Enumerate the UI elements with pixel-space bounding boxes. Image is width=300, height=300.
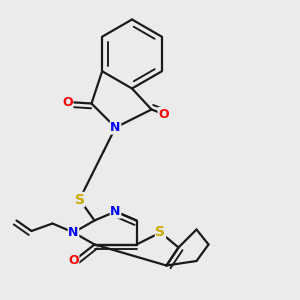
Text: O: O — [68, 254, 79, 268]
Text: O: O — [158, 107, 169, 121]
Text: N: N — [110, 121, 121, 134]
Text: S: S — [74, 193, 85, 206]
Text: N: N — [110, 205, 121, 218]
Text: S: S — [155, 226, 166, 239]
Text: N: N — [68, 226, 79, 239]
Text: O: O — [62, 95, 73, 109]
